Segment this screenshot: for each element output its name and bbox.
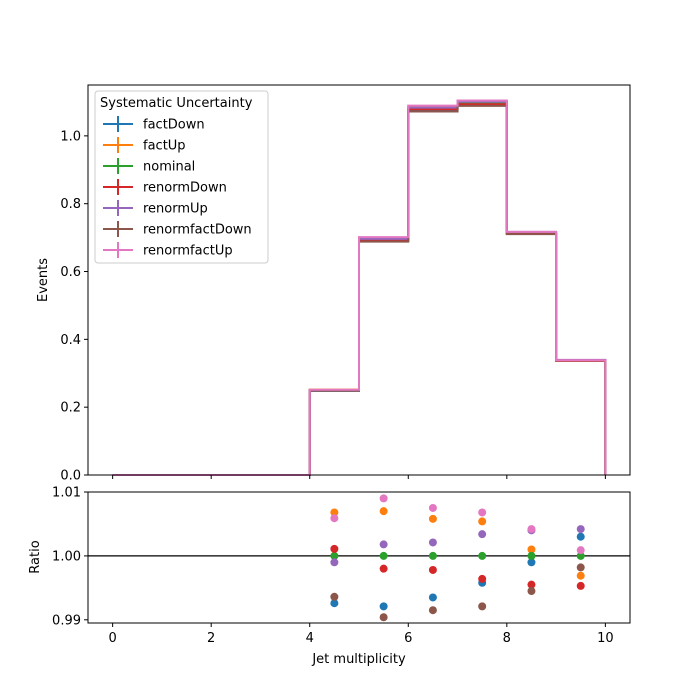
main-y-tick-label: 0.0 [60, 469, 81, 484]
legend-label-renormUp: renormUp [143, 202, 208, 217]
x-tick-label: 6 [404, 631, 412, 646]
ratio-point-renormfactUp [330, 514, 339, 523]
ratio-panel: 0 2 4 6 8 10 0.99 1.00 1.01 Ratio Jet multiplic… [28, 486, 631, 667]
legend-label-renormfactDown: renormfactDown [143, 223, 252, 238]
ratio-point-renormfactDown [428, 606, 437, 615]
main-x-ticks [112, 475, 606, 479]
legend-label-factUp: factUp [143, 139, 186, 154]
ratio-y-ticks: 0.99 1.00 1.01 [52, 486, 88, 628]
ratio-point-renormfactUp [527, 525, 536, 534]
ratio-point-renormfactUp [478, 508, 487, 517]
main-y-tick-label: 0.8 [60, 197, 81, 212]
x-tick-label: 10 [597, 631, 614, 646]
main-y-tick-label: 0.4 [60, 333, 81, 348]
legend-items: factDown factUp nominal renormDown renormUp r… [103, 116, 252, 259]
ratio-point-renormfactDown [478, 602, 487, 611]
legend-label-factDown: factDown [143, 118, 205, 133]
ratio-y-tick-label: 0.99 [52, 613, 81, 628]
ratio-point-renormfactDown [379, 613, 388, 622]
ratio-point-factUp [478, 517, 487, 526]
x-tick-label: 8 [503, 631, 511, 646]
x-axis-label: Jet multiplicity [311, 652, 406, 667]
ratio-point-factUp [330, 508, 339, 517]
ratio-point-renormDown [478, 574, 487, 583]
ratio-point-renormDown [379, 564, 388, 573]
ratio-point-factDown [330, 599, 339, 608]
ratio-point-renormfactDown [576, 563, 585, 572]
legend-label-renormDown: renormDown [143, 181, 227, 196]
legend: Systematic Uncertainty factDown factUp nom… [94, 90, 269, 264]
legend-title: Systematic Uncertainty [100, 96, 253, 111]
ratio-point-renormUp [478, 530, 487, 539]
ratio-point-factDown [527, 558, 536, 567]
ratio-plot-frame [87, 491, 631, 624]
main-y-tick-label: 1.0 [60, 129, 81, 144]
ratio-point-factDown [379, 602, 388, 611]
main-plot-frame [87, 84, 631, 476]
ratio-point-renormfactDown [527, 587, 536, 596]
main-y-tick-label: 0.2 [60, 401, 81, 416]
ratio-y-tick-label: 1.00 [52, 549, 81, 564]
ratio-point-factUp [576, 571, 585, 580]
x-tick-label: 0 [108, 631, 116, 646]
ratio-point-renormUp [330, 558, 339, 567]
main-y-ticks: 0.0 0.2 0.4 0.6 0.8 1.0 [60, 129, 88, 484]
ratio-y-axis-label: Ratio [28, 540, 43, 573]
ratio-point-nominal [576, 551, 585, 560]
main-panel: 0.0 0.2 0.4 0.6 0.8 1.0 Events Systematic Unc… [36, 84, 631, 484]
main-y-tick-label: 0.6 [60, 265, 81, 280]
ratio-point-factUp [379, 507, 388, 516]
legend-label-nominal: nominal [143, 160, 195, 175]
ratio-point-nominal [379, 551, 388, 560]
ratio-point-nominal [478, 551, 487, 560]
ratio-point-renormfactUp [576, 546, 585, 555]
legend-box [94, 90, 269, 264]
ratio-point-factUp [428, 514, 437, 523]
ratio-point-renormUp [428, 538, 437, 547]
ratio-points [330, 494, 585, 622]
ratio-point-nominal [527, 551, 536, 560]
ratio-point-renormfactUp [428, 503, 437, 512]
ratio-point-renormDown [330, 544, 339, 553]
ratio-point-renormfactDown [330, 592, 339, 601]
x-tick-label: 4 [306, 631, 314, 646]
ratio-point-factDown [428, 593, 437, 602]
ratio-point-nominal [428, 551, 437, 560]
legend-label-renormfactUp: renormfactUp [143, 244, 233, 259]
ratio-point-renormDown [428, 565, 437, 574]
ratio-point-renormUp [576, 525, 585, 534]
ratio-point-factDown [576, 532, 585, 541]
ratio-x-ticks: 0 2 4 6 8 10 [108, 623, 614, 646]
x-tick-label: 2 [207, 631, 215, 646]
ratio-point-renormDown [527, 580, 536, 589]
ratio-point-renormfactUp [379, 494, 388, 503]
ratio-point-renormDown [576, 581, 585, 590]
main-y-axis-label: Events [36, 258, 51, 302]
ratio-point-renormUp [379, 540, 388, 549]
ratio-y-tick-label: 1.01 [52, 486, 81, 501]
ratio-point-factUp [527, 545, 536, 554]
ratio-point-nominal [330, 551, 339, 560]
